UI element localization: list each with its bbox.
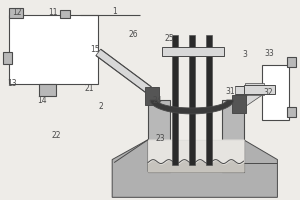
Polygon shape [235, 86, 262, 94]
Bar [60, 10, 70, 18]
Bar [148, 100, 170, 172]
Bar [189, 35, 195, 165]
Text: 26: 26 [129, 30, 138, 39]
Text: 3: 3 [242, 50, 247, 59]
Bar [162, 47, 224, 56]
Bar [9, 15, 98, 84]
Text: 23: 23 [156, 134, 165, 143]
Polygon shape [148, 140, 244, 171]
Polygon shape [112, 140, 278, 197]
Bar [148, 163, 244, 172]
Text: 15: 15 [90, 45, 100, 54]
Bar [206, 35, 212, 165]
Bar [232, 95, 246, 113]
Text: 14: 14 [38, 96, 47, 105]
Text: 25: 25 [165, 34, 174, 43]
Bar [3, 52, 12, 64]
Text: 32: 32 [263, 88, 273, 97]
Text: 13: 13 [7, 79, 17, 88]
Bar [287, 107, 296, 117]
Bar [287, 57, 296, 67]
Text: 11: 11 [48, 8, 58, 17]
Bar [145, 87, 159, 105]
Bar [262, 65, 290, 120]
Text: 24: 24 [153, 96, 162, 105]
Text: 33: 33 [265, 49, 274, 58]
Text: 2: 2 [98, 102, 103, 111]
Polygon shape [241, 87, 265, 106]
Bar [222, 100, 244, 172]
Polygon shape [244, 83, 265, 95]
Text: 31: 31 [225, 87, 235, 96]
Bar [244, 85, 275, 94]
Text: 22: 22 [51, 131, 61, 140]
Bar [38, 84, 56, 96]
Text: 1: 1 [112, 7, 116, 16]
Polygon shape [150, 100, 234, 114]
Text: 12: 12 [12, 8, 22, 17]
Text: 21: 21 [84, 84, 94, 93]
Bar [172, 35, 178, 165]
Bar [9, 8, 22, 18]
Polygon shape [96, 49, 152, 93]
